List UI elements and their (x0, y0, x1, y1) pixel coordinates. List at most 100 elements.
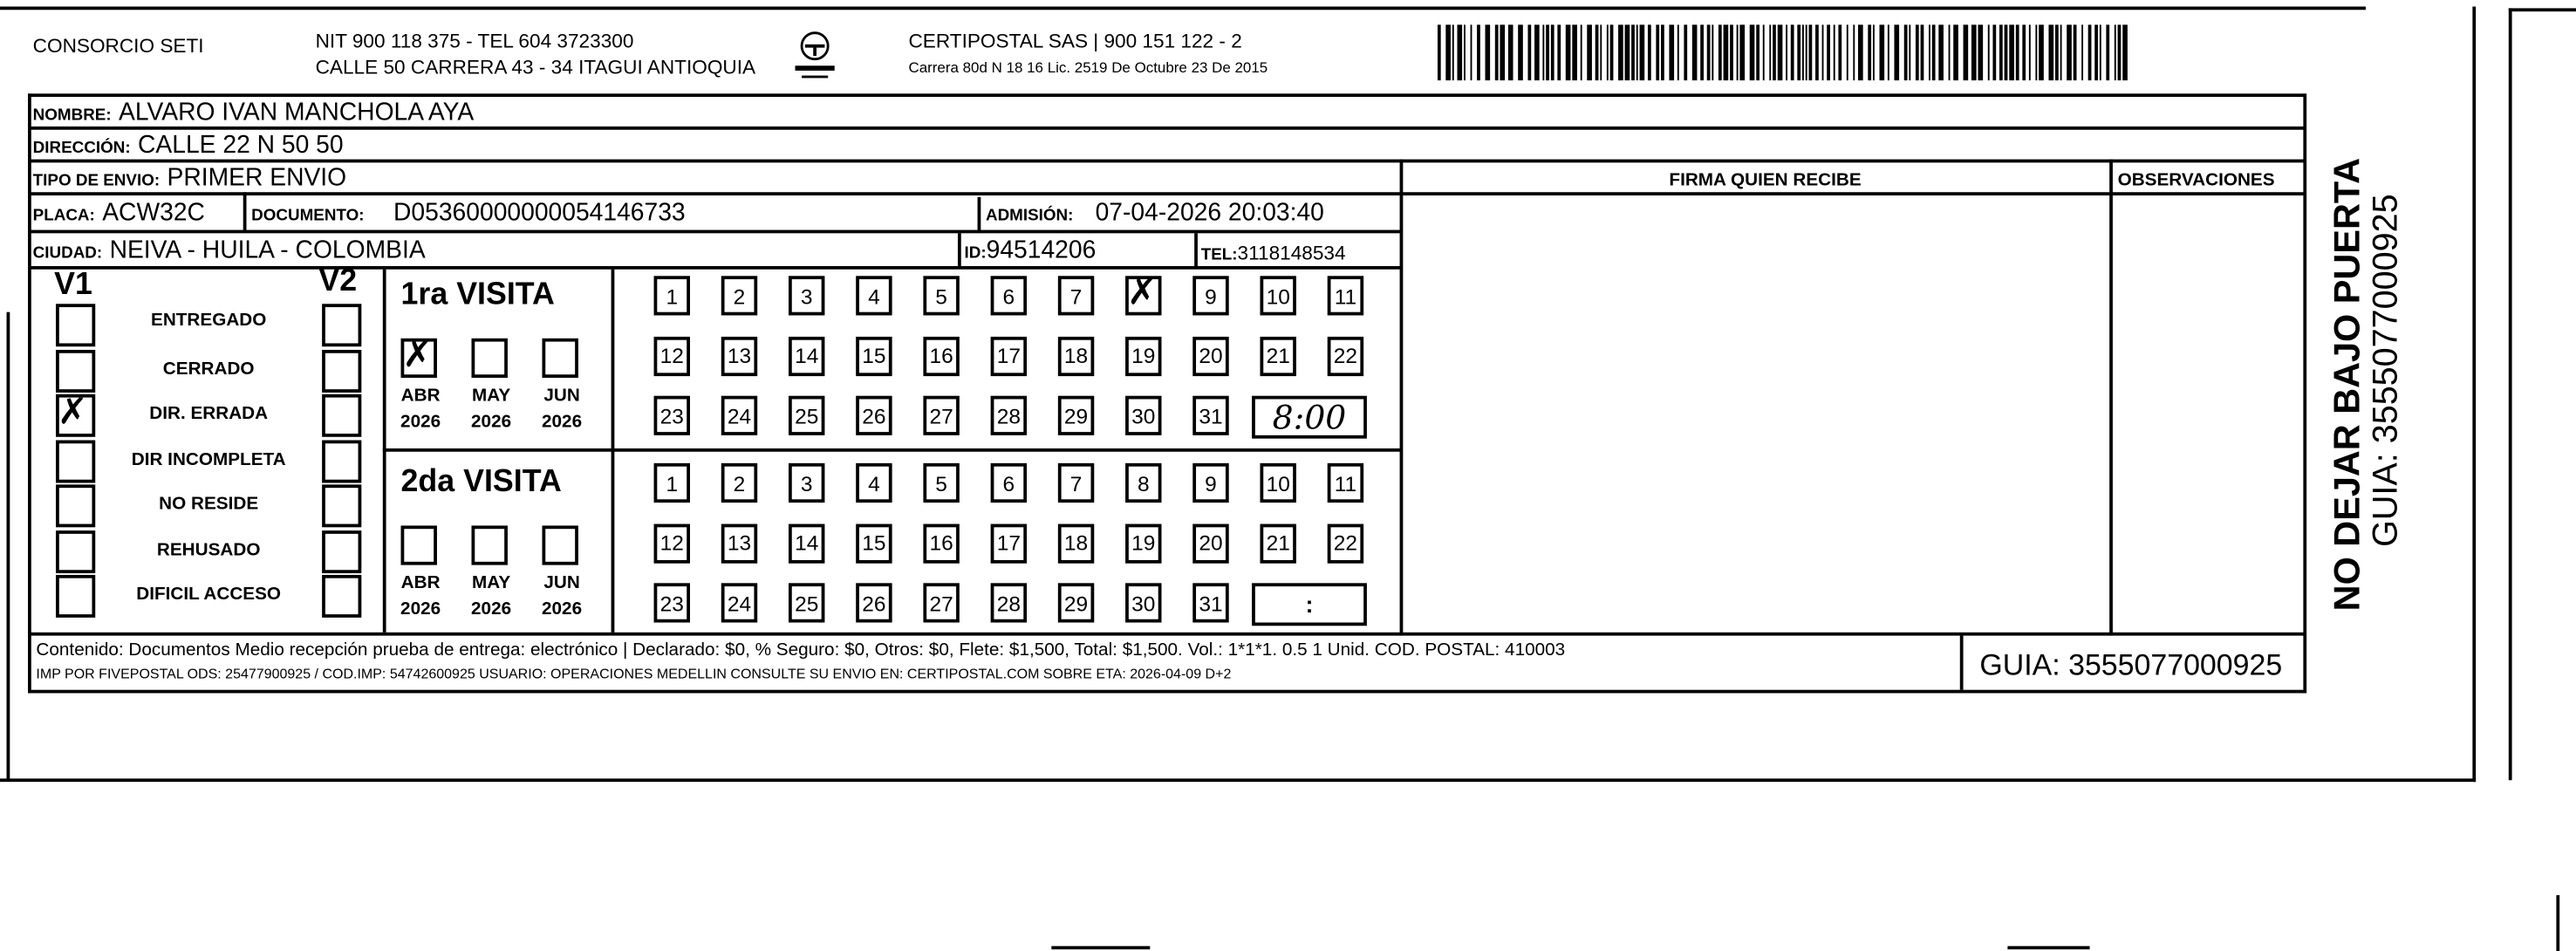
barcode-bar (1987, 24, 1990, 81)
v2-checkbox[interactable] (322, 349, 362, 393)
day-box[interactable]: 12 (653, 523, 690, 563)
observaciones-area[interactable] (2113, 195, 2303, 633)
day-box[interactable]: 13 (721, 335, 758, 376)
v1-checkbox[interactable] (56, 393, 96, 437)
day-box[interactable]: 26 (856, 395, 892, 435)
day-box[interactable]: 17 (990, 335, 1028, 376)
day-box[interactable]: 22 (1327, 335, 1364, 376)
v2-checkbox[interactable] (322, 439, 362, 482)
day-box[interactable]: 4 (856, 462, 892, 503)
barcode-bar (2114, 24, 2116, 81)
day-box[interactable]: 9 (1192, 276, 1229, 316)
day-box[interactable]: 30 (1125, 395, 1162, 435)
v2-checkbox[interactable] (322, 304, 362, 347)
month-checkbox[interactable] (471, 525, 508, 565)
time-field[interactable]: : (1252, 583, 1367, 626)
day-box[interactable]: 18 (1057, 523, 1095, 563)
barcode-bar (2055, 24, 2059, 81)
v2-checkbox[interactable] (322, 574, 362, 618)
day-box[interactable]: 23 (653, 395, 690, 435)
footer-dash (1051, 946, 1151, 949)
day-box[interactable]: 5 (923, 276, 960, 316)
signature-area[interactable] (1403, 195, 2109, 633)
day-box[interactable]: 7 (1057, 276, 1095, 316)
day-box[interactable]: 18 (1057, 335, 1095, 376)
day-box[interactable]: 25 (788, 583, 825, 623)
day-box[interactable]: 10 (1260, 276, 1296, 316)
barcode-bar (1542, 24, 1545, 81)
day-box[interactable]: 15 (856, 523, 892, 563)
status-label: DIR INCOMPLETA (131, 448, 286, 469)
barcode-bar (1931, 24, 1936, 81)
month-checkbox[interactable] (542, 525, 578, 565)
day-box[interactable]: 31 (1192, 395, 1229, 435)
day-box[interactable]: 29 (1057, 395, 1095, 435)
month-checkbox[interactable] (400, 525, 437, 565)
v2-checkbox[interactable] (322, 530, 362, 573)
day-box[interactable]: 28 (990, 395, 1028, 435)
day-box[interactable]: 28 (990, 583, 1028, 623)
day-box[interactable]: 3 (788, 462, 825, 503)
day-box[interactable]: 15 (856, 335, 892, 376)
barcode-bar (1797, 24, 1801, 81)
v1-checkbox[interactable] (56, 439, 96, 482)
day-box[interactable]: 11 (1327, 276, 1364, 316)
day-box[interactable]: 24 (721, 395, 758, 435)
day-box[interactable]: 19 (1125, 335, 1162, 376)
day-box[interactable]: 8 (1125, 462, 1162, 503)
day-box[interactable]: 19 (1125, 523, 1162, 563)
v1-checkbox[interactable] (56, 304, 96, 347)
v2-checkbox[interactable] (322, 484, 362, 528)
barcode-bar (1805, 24, 1807, 81)
day-box[interactable]: 2 (721, 462, 758, 503)
day-box[interactable]: 1 (653, 462, 690, 503)
day-box[interactable]: 1 (653, 276, 690, 316)
day-box[interactable]: 6 (990, 462, 1028, 503)
barcode-bar (1858, 24, 1863, 81)
day-box[interactable] (1125, 276, 1162, 316)
v1-checkbox[interactable] (56, 530, 96, 573)
day-box[interactable]: 12 (653, 335, 690, 376)
day-box[interactable]: 26 (856, 583, 892, 623)
day-box[interactable]: 25 (788, 395, 825, 435)
day-box[interactable]: 20 (1192, 523, 1229, 563)
day-box[interactable]: 23 (653, 583, 690, 623)
day-box[interactable]: 14 (788, 335, 825, 376)
day-box[interactable]: 27 (923, 395, 960, 435)
day-box[interactable]: 30 (1125, 583, 1162, 623)
month-checkbox[interactable] (542, 338, 578, 378)
day-box[interactable]: 9 (1192, 462, 1229, 503)
day-box[interactable]: 21 (1260, 523, 1296, 563)
month-checkbox[interactable] (400, 338, 437, 378)
day-box[interactable]: 11 (1327, 462, 1364, 503)
day-box[interactable]: 10 (1260, 462, 1296, 503)
day-box[interactable]: 13 (721, 523, 758, 563)
time-field[interactable]: 8:00 (1252, 395, 1367, 439)
day-box[interactable]: 7 (1057, 462, 1095, 503)
day-box[interactable]: 27 (923, 583, 960, 623)
day-box[interactable]: 29 (1057, 583, 1095, 623)
day-box[interactable]: 5 (923, 462, 960, 503)
col-line (1194, 233, 1197, 266)
day-box[interactable]: 20 (1192, 335, 1229, 376)
day-box[interactable]: 3 (788, 276, 825, 316)
day-box[interactable]: 22 (1327, 523, 1364, 563)
month-checkbox[interactable] (471, 338, 508, 378)
day-box[interactable]: 24 (721, 583, 758, 623)
barcode-bar (1500, 24, 1506, 81)
day-box[interactable]: 16 (923, 335, 960, 376)
day-box[interactable]: 31 (1192, 583, 1229, 623)
day-box[interactable]: 6 (990, 276, 1028, 316)
barcode-bar (1833, 24, 1835, 81)
barcode-bar (1992, 24, 1997, 81)
v1-checkbox[interactable] (56, 574, 96, 618)
v1-checkbox[interactable] (56, 349, 96, 393)
day-box[interactable]: 4 (856, 276, 892, 316)
day-box[interactable]: 16 (923, 523, 960, 563)
day-box[interactable]: 17 (990, 523, 1028, 563)
day-box[interactable]: 14 (788, 523, 825, 563)
v2-checkbox[interactable] (322, 393, 362, 437)
day-box[interactable]: 21 (1260, 335, 1296, 376)
v1-checkbox[interactable] (56, 484, 96, 528)
day-box[interactable]: 2 (721, 276, 758, 316)
